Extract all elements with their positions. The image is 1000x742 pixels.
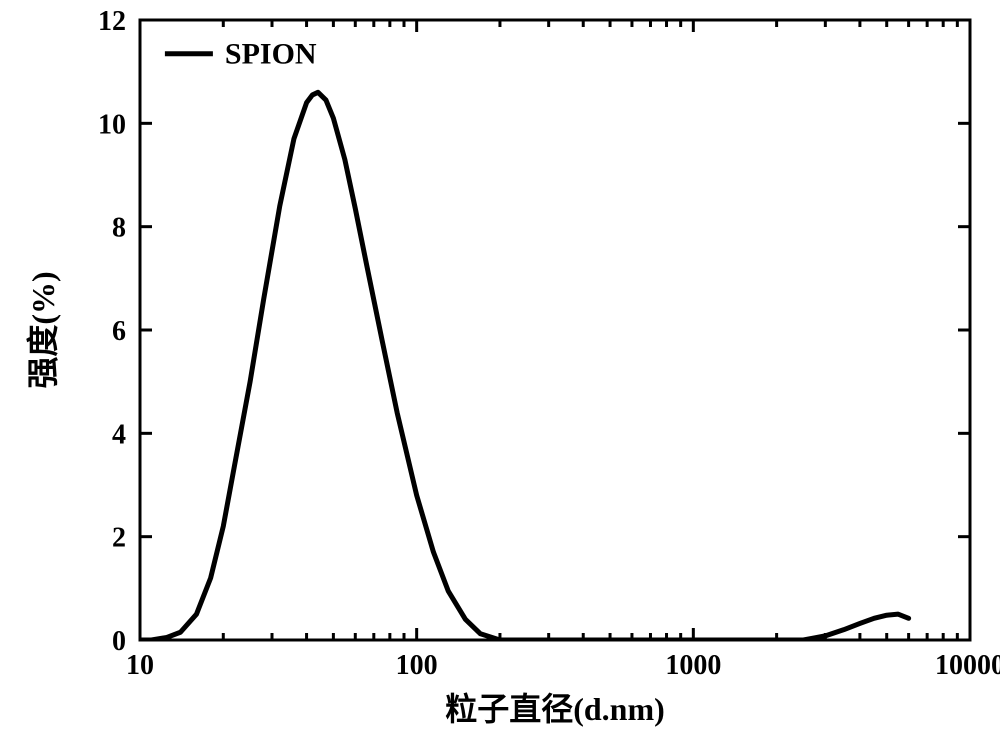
chart-container: 10 100 1000 10000 粒子直径(d.nm) 0 2 4 6 8 10 12 强度(%) SP… [0,0,1000,742]
y-tick-label: 4 [112,419,126,450]
x-tick-label: 100 [396,650,438,681]
x-axis-title: 粒子直径(d.nm) [445,691,665,727]
legend-label: SPION [225,38,317,71]
y-tick-label: 0 [112,626,126,657]
x-tick-label: 10 [126,650,154,681]
chart-svg: 10 100 1000 10000 粒子直径(d.nm) 0 2 4 6 8 10 12 强度(%) SP… [0,0,1000,742]
y-tick-label: 6 [112,316,126,347]
y-tick-label: 10 [98,109,126,140]
y-axis-title: 强度(%) [25,271,61,388]
x-tick-label: 1000 [665,650,721,681]
y-tick-label: 12 [98,6,126,37]
y-tick-label: 2 [112,523,126,554]
y-tick-label: 8 [112,213,126,244]
x-tick-label: 10000 [935,650,1000,681]
chart-background [0,0,1000,742]
